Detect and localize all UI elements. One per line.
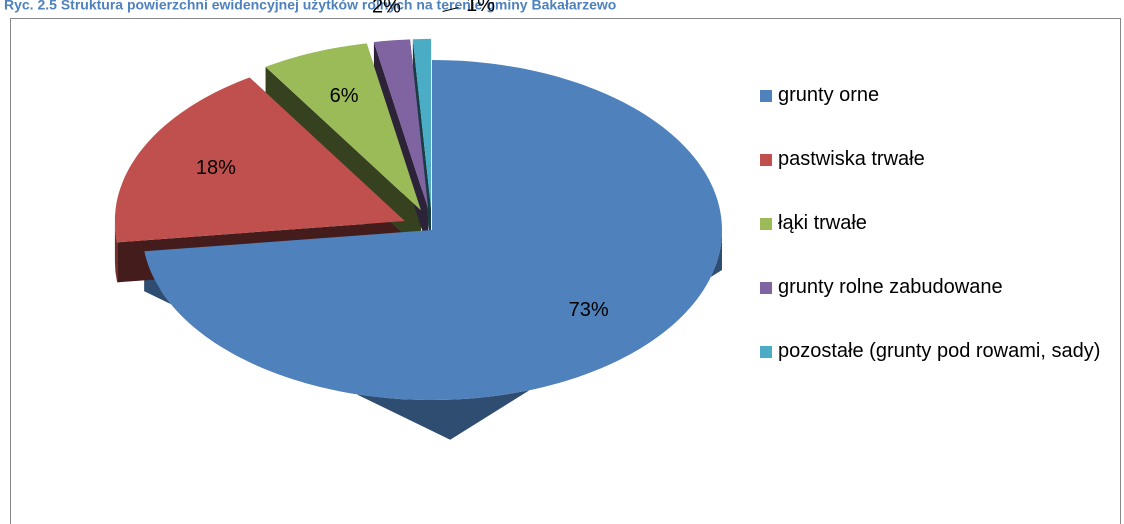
legend-label: łąki trwałe	[778, 212, 867, 234]
data-label: 1%	[466, 0, 495, 16]
legend-label: pastwiska trwałe	[778, 148, 925, 170]
slice	[373, 39, 429, 210]
legend-item: pastwiska trwałe	[760, 148, 1110, 212]
legend-swatch	[760, 218, 772, 230]
leader-line	[442, 7, 459, 12]
legend-swatch	[760, 346, 772, 358]
legend-label: grunty orne	[778, 84, 880, 106]
legend-label: grunty rolne zabudowane	[778, 276, 1003, 298]
slice-side	[114, 221, 118, 283]
slice	[114, 77, 405, 243]
data-label: 2%	[372, 0, 401, 17]
slice	[265, 43, 421, 211]
legend-label: pozostałe (grunty pod rowami, sady)	[778, 340, 1101, 362]
slice	[144, 60, 723, 400]
legend-item: pozostałe (grunty pod rowami, sady)	[760, 340, 1110, 404]
legend-item: łąki trwałe	[760, 212, 1110, 276]
data-label: 18%	[196, 157, 236, 179]
legend-item: grunty rolne zabudowane	[760, 276, 1110, 340]
legend-swatch	[760, 154, 772, 166]
data-label: 73%	[569, 299, 609, 321]
legend: grunty orne pastwiska trwałe łąki trwałe gr…	[760, 84, 1110, 404]
slice-tops	[114, 38, 723, 400]
legend-swatch	[760, 282, 772, 294]
chart-title: Ryc. 2.5 Struktura powierzchni ewidencyj…	[4, 0, 616, 13]
legend-item: grunty orne	[760, 84, 1110, 148]
data-label: 6%	[330, 85, 359, 107]
slice	[412, 38, 432, 209]
legend-swatch	[760, 90, 772, 102]
